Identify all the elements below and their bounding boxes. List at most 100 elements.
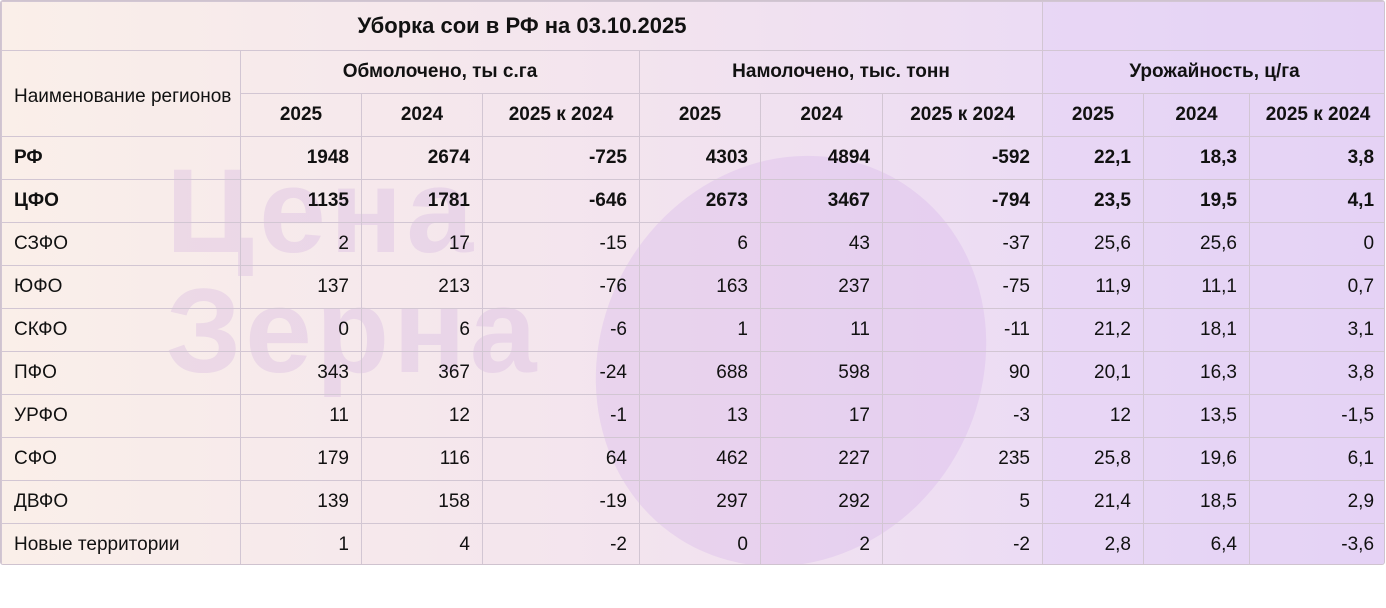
value-cell: 90 [882,351,1043,395]
value-cell: 137 [240,265,362,309]
region-header: Наименование регионов [1,50,241,137]
value-cell: -19 [482,480,640,524]
value-cell: 16,3 [1143,351,1250,395]
value-cell: 0 [639,523,761,564]
column-header: 2025 [240,93,362,137]
value-cell: -646 [482,179,640,223]
value-cell: 0,7 [1248,265,1384,309]
value-cell: 297 [639,480,761,524]
value-cell: 343 [240,351,362,395]
value-cell: 1135 [240,179,362,223]
value-cell: -794 [882,179,1043,223]
column-header: 2024 [760,93,883,137]
value-cell: -1 [482,394,640,438]
value-cell: 2,9 [1248,480,1384,524]
value-cell: 2,8 [1042,523,1144,564]
value-cell: 25,8 [1042,437,1144,481]
value-cell: 43 [760,222,883,266]
value-cell: 19,6 [1143,437,1250,481]
value-cell: 116 [361,437,483,481]
value-cell: 0 [240,308,362,352]
region-name: Новые территории [1,523,241,564]
value-cell: 2673 [639,179,761,223]
value-cell: 11 [240,394,362,438]
column-header: 2025 к 2024 [882,93,1043,137]
column-header: 2024 [1143,93,1250,137]
table-row: ДВФО 139 158 -19 297 292 5 21,4 18,5 2,9 [1,480,1384,524]
value-cell: -1,5 [1248,394,1384,438]
table-row: УРФО 11 12 -1 13 17 -3 12 13,5 -1,5 [1,394,1384,438]
value-cell: 3,1 [1248,308,1384,352]
value-cell: 227 [760,437,883,481]
value-cell: -592 [882,136,1043,180]
value-cell: 367 [361,351,483,395]
table-row: РФ 1948 2674 -725 4303 4894 -592 22,1 18,3 3,8 [1,136,1384,180]
value-cell: 598 [760,351,883,395]
value-cell: 12 [1042,394,1144,438]
value-cell: -3 [882,394,1043,438]
value-cell: 11 [760,308,883,352]
region-name: ЦФО [1,179,241,223]
value-cell: 139 [240,480,362,524]
value-cell: 4303 [639,136,761,180]
value-cell: -725 [482,136,640,180]
value-cell: 20,1 [1042,351,1144,395]
group-header-harvested-volume: Намолочено, тыс. тонн [639,50,1043,94]
value-cell: 3,8 [1248,351,1384,395]
value-cell: 4894 [760,136,883,180]
table-row: ЮФО 137 213 -76 163 237 -75 11,9 11,1 0,7 [1,265,1384,309]
region-name: ДВФО [1,480,241,524]
value-cell: 17 [760,394,883,438]
value-cell: 23,5 [1042,179,1144,223]
value-cell: -2 [882,523,1043,564]
value-cell: 21,4 [1042,480,1144,524]
table-row: ПФО 343 367 -24 688 598 90 20,1 16,3 3,8 [1,351,1384,395]
value-cell: 17 [361,222,483,266]
value-cell: 3,8 [1248,136,1384,180]
value-cell: 213 [361,265,483,309]
value-cell: 13 [639,394,761,438]
value-cell: 12 [361,394,483,438]
value-cell: -24 [482,351,640,395]
value-cell: -2 [482,523,640,564]
column-header: 2025 к 2024 [482,93,640,137]
value-cell: -76 [482,265,640,309]
value-cell: 2674 [361,136,483,180]
value-cell: -75 [882,265,1043,309]
region-name: ЮФО [1,265,241,309]
value-cell: 163 [639,265,761,309]
group-header-threshed-area: Обмолочено, ты с.га [240,50,640,94]
value-cell: 18,5 [1143,480,1250,524]
region-name: СФО [1,437,241,481]
value-cell: 1948 [240,136,362,180]
value-cell: 688 [639,351,761,395]
column-header: 2025 к 2024 [1248,93,1384,137]
soy-harvest-table: Уборка сои в РФ на 03.10.2025 Наименован… [1,1,1384,564]
table-row: СЗФО 2 17 -15 6 43 -37 25,6 25,6 0 [1,222,1384,266]
value-cell: 25,6 [1143,222,1250,266]
group-header-yield: Урожайность, ц/га [1041,50,1384,94]
value-cell: 6 [361,308,483,352]
value-cell: -37 [882,222,1043,266]
value-cell: 2 [240,222,362,266]
value-cell: -3,6 [1248,523,1384,564]
table-row: СФО 179 116 64 462 227 235 25,8 19,6 6,1 [1,437,1384,481]
value-cell: 18,3 [1143,136,1250,180]
value-cell: 1781 [361,179,483,223]
region-name: РФ [1,136,241,180]
value-cell: 158 [361,480,483,524]
region-name: СКФО [1,308,241,352]
value-cell: 237 [760,265,883,309]
value-cell: 0 [1248,222,1384,266]
value-cell: 6 [639,222,761,266]
value-cell: 13,5 [1143,394,1250,438]
table-title: Уборка сои в РФ на 03.10.2025 [1,1,1043,51]
region-name: СЗФО [1,222,241,266]
value-cell: 4 [361,523,483,564]
value-cell: 2 [760,523,883,564]
value-cell: 235 [882,437,1043,481]
value-cell: 179 [240,437,362,481]
value-cell: 18,1 [1143,308,1250,352]
empty-cell [1041,1,1384,51]
region-name: УРФО [1,394,241,438]
